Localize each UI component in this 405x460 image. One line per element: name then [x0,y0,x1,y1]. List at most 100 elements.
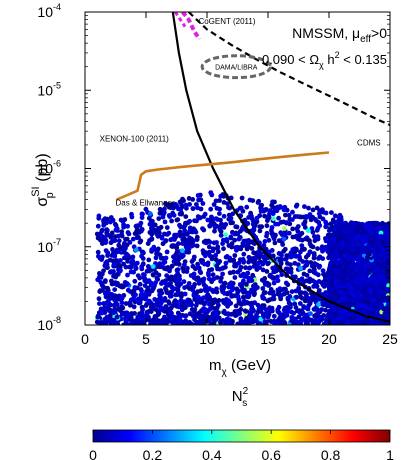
das-ellwanger-curve [116,151,330,201]
scatter-point [193,321,198,325]
scatter-point [386,313,390,319]
scatter-point [166,213,172,218]
scatter-point [343,238,349,244]
dama-label: DAMA/LIBRA [215,65,258,72]
scatter-point [95,223,101,229]
chart-title: NMSSM, μeff>0 [292,25,387,45]
scatter-point [175,281,181,286]
scatter-point [208,206,214,212]
scatter-point [347,296,353,302]
scatter-point [333,220,339,226]
cdms-curve [187,12,390,127]
scatter-point [265,218,270,224]
scatter-point [127,316,133,322]
scatter-point [376,292,381,297]
scatter-point [248,239,254,245]
scatter-point [211,320,217,325]
scatter-point [315,246,320,252]
scatter-point [99,310,105,316]
scatter-point [358,224,364,230]
scatter-point [149,247,155,253]
scatter-point [385,295,390,301]
scatter-point [173,201,178,207]
scatter-point [202,261,207,267]
scatter-point [141,272,146,277]
scatter-point [334,260,340,266]
scatter-point [233,313,238,318]
scatter-point [125,223,130,229]
scatter-point [176,254,182,259]
colorbar-tick-label: 0.6 [261,447,281,460]
scatter-point [186,249,192,255]
scatter-point [187,202,193,207]
scatter-point [317,214,323,220]
scatter-point [223,222,229,227]
scatter-point [265,214,270,220]
scatter-point [246,254,252,260]
scatter-point [385,255,390,261]
scatter-point [209,279,215,285]
scatter-point [187,319,193,325]
scatter-point [270,211,276,217]
scatter-point [302,246,307,252]
scatter-point [191,274,197,280]
scatter-point [244,204,250,210]
scatter-point [362,285,367,290]
scatter-point [163,278,169,283]
scatter-point [195,264,201,270]
scatter-point [226,312,231,317]
scatter-point [307,268,313,274]
scatter-point [315,307,321,313]
scatter-point [139,288,145,294]
scatter-point [310,229,316,235]
scatter-point [121,224,126,230]
scatter-point [298,249,303,255]
scatter-point [267,208,273,214]
scatter-point [242,217,248,223]
scatter-point [178,298,184,303]
scatter-point [105,285,110,291]
scatter-point [162,219,168,225]
scatter-point [256,255,262,260]
scatter-point [261,208,266,214]
scatter-point [265,261,271,267]
scatter-point [361,234,367,239]
xenon-100-2011-curve [171,12,390,323]
scatter-point [279,272,285,278]
scatter-point [282,226,287,231]
scatter-point [190,263,196,269]
scatter-point [380,321,386,325]
scatter-point [217,224,223,230]
scatter-point [221,286,226,292]
scatter-point [316,302,321,307]
scatter-point [276,215,281,221]
scatter-point [130,236,136,242]
scatter-point [235,231,241,237]
scatter-point [271,280,277,286]
scatter-point [158,300,164,306]
scatter-point [113,320,118,325]
scatter-point [171,254,176,260]
scatter-point [362,289,368,295]
scatter-point [304,262,310,268]
scatter-point [154,231,160,237]
scatter-point [341,276,347,282]
scatter-point [195,193,201,198]
scatter-point [207,223,213,229]
scatter-point [272,234,277,240]
scatter-point [275,274,280,280]
scatter-point [156,216,162,222]
scatter-point [164,249,170,255]
scatter-point [227,270,233,276]
scatter-point [383,236,388,242]
scatter-point [215,249,221,255]
scatter-point [269,225,275,230]
scatter-point [249,216,255,221]
scatter-point [164,273,170,278]
scatter-point [161,321,167,325]
scatter-point [177,229,183,235]
scatter-point [340,241,345,247]
scatter-point [364,318,370,323]
x-tick-label: 20 [321,331,337,347]
scatter-point [320,207,325,213]
